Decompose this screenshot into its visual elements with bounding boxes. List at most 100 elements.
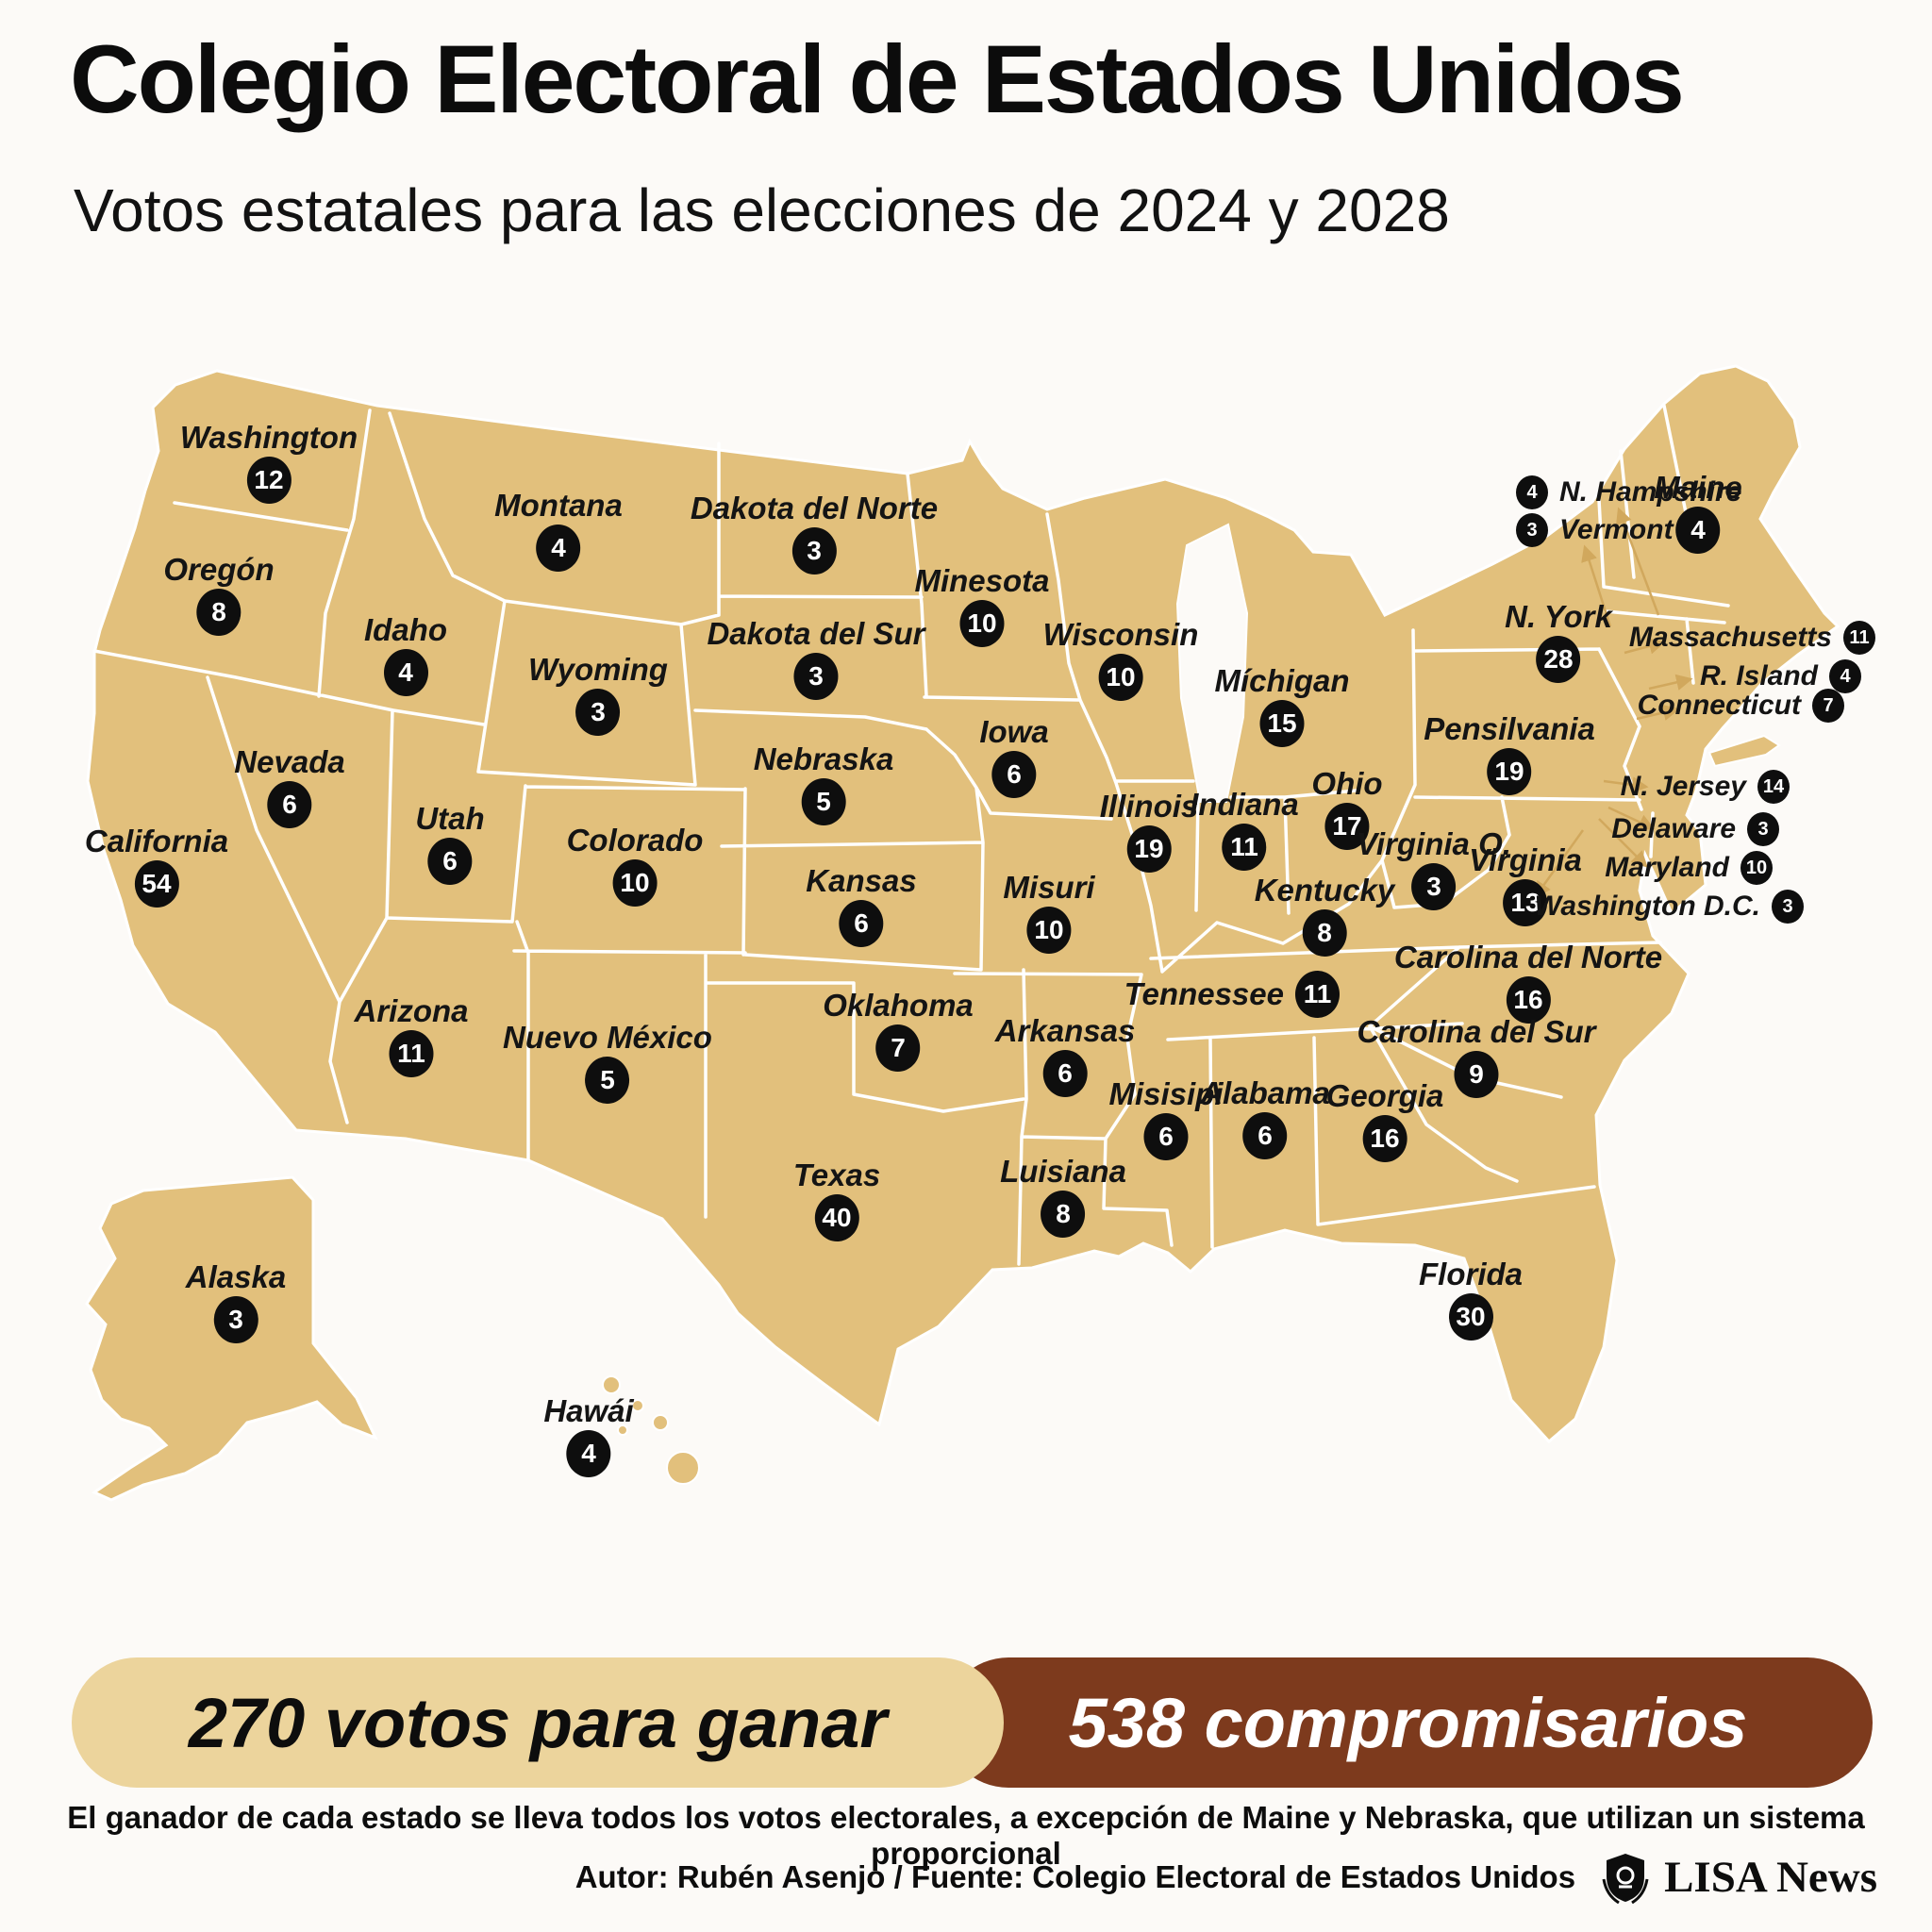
state-arizona: Arizona 11 <box>354 993 469 1077</box>
electoral-votes-badge: 4 <box>1516 475 1548 509</box>
state-name: Nevada <box>234 744 345 779</box>
electoral-votes-badge: 3 <box>1747 812 1779 846</box>
state-tennessee: Tennessee 11 <box>1124 971 1340 1018</box>
state-name: R. Island <box>1699 660 1818 691</box>
state-name: Connecticut <box>1637 690 1801 721</box>
state-name: Georgia <box>1325 1078 1444 1113</box>
electoral-votes-badge: 40 <box>814 1194 859 1241</box>
state-name: Washington D.C. <box>1534 891 1760 922</box>
electoral-votes-badge: 4 <box>1675 507 1721 554</box>
state-indiana: Indiana 11 <box>1190 789 1299 871</box>
state-name: Ohio <box>1311 766 1383 801</box>
state-name: Delaware <box>1611 813 1736 844</box>
state-wyoming: Wyoming 3 <box>528 654 668 736</box>
callout-arrow <box>1636 704 1680 721</box>
state-name: Arkansas <box>994 1013 1136 1048</box>
total-electors-label: 538 compromisarios <box>1068 1683 1748 1762</box>
state-arkansas: Arkansas 6 <box>994 1013 1136 1097</box>
callout-arrow <box>1624 638 1666 655</box>
state-name: Nebraska <box>753 741 894 776</box>
state-virginia-o-: Virginia O. 3 <box>1357 828 1511 910</box>
long-island <box>1707 734 1781 768</box>
electoral-votes-badge: 17 <box>1324 803 1370 850</box>
state-maine: Maine 4 <box>1654 472 1742 554</box>
state-name: Alaska <box>185 1259 287 1294</box>
electoral-votes-badge: 8 <box>1041 1191 1086 1238</box>
state-colorado: Colorado 10 <box>566 823 704 907</box>
electoral-votes-badge: 10 <box>1026 907 1072 954</box>
state-nebraska: Nebraska 5 <box>753 741 894 825</box>
state-utah: Utah 6 <box>415 801 485 885</box>
electoral-votes-badge: 3 <box>213 1296 258 1343</box>
callout-arrow <box>1603 776 1649 793</box>
callout-arrow <box>1534 829 1585 899</box>
state-name: California <box>84 824 229 858</box>
electoral-votes-badge: 5 <box>585 1057 630 1104</box>
state-montana: Montana 4 <box>494 490 623 572</box>
state-name: Oklahoma <box>823 988 974 1023</box>
state-n-jersey: N. Jersey 14 <box>1621 770 1790 804</box>
state-kentucky: Kentucky 8 <box>1255 874 1394 957</box>
callout-arrow <box>1616 507 1660 616</box>
electoral-votes-badge: 15 <box>1259 700 1305 747</box>
electoral-votes-badge: 7 <box>1812 689 1844 723</box>
state-ohio: Ohio 17 <box>1311 766 1383 850</box>
state-name: Dakota del Norte <box>690 491 939 525</box>
state-misuri: Misuri 10 <box>1003 872 1095 954</box>
state-massachusetts: Massachusetts 11 <box>1629 621 1875 655</box>
state-name: Míchigan <box>1214 663 1350 698</box>
state-kansas: Kansas 6 <box>806 863 917 947</box>
electoral-votes-badge: 28 <box>1536 636 1581 683</box>
state-name: Pensilvania <box>1424 711 1595 746</box>
state-name: Utah <box>415 801 485 836</box>
state-illinois: Illinois 19 <box>1099 789 1199 873</box>
state-name: N. Jersey <box>1620 771 1746 802</box>
author-source-credit: Autor: Rubén Asenjo / Fuente: Colegio El… <box>575 1859 1576 1894</box>
electoral-votes-badge: 30 <box>1448 1293 1493 1341</box>
state-name: Carolina del Sur <box>1357 1014 1596 1049</box>
state-misisipi: Misisipi 6 <box>1108 1078 1224 1160</box>
electoral-votes-badge: 3 <box>1772 890 1804 924</box>
electoral-votes-badge: 13 <box>1503 879 1548 926</box>
state-washington-d-c-: Washington D.C. 3 <box>1535 890 1804 924</box>
state-name: Texas <box>792 1158 881 1192</box>
electoral-votes-badge: 19 <box>1487 748 1532 795</box>
state-luisiana: Luisiana 8 <box>1000 1156 1126 1238</box>
lisa-news-crest-icon <box>1602 1854 1649 1904</box>
electoral-votes-badge: 3 <box>791 527 837 575</box>
state-name: Washington <box>179 420 358 455</box>
electoral-votes-badge: 10 <box>959 600 1005 647</box>
state-dakota-del-sur: Dakota del Sur 3 <box>707 616 925 700</box>
electoral-votes-badge: 3 <box>1411 863 1457 910</box>
electoral-votes-badge: 10 <box>1740 851 1773 885</box>
state-name: Illinois <box>1099 789 1199 824</box>
state-name: Tennessee <box>1124 976 1284 1011</box>
electoral-votes-badge: 4 <box>566 1430 611 1477</box>
electoral-votes-badge: 16 <box>1362 1115 1407 1162</box>
electoral-votes-badge: 9 <box>1454 1051 1499 1098</box>
state-name: Luisiana <box>1000 1154 1126 1189</box>
state-connecticut: Connecticut 7 <box>1638 689 1844 723</box>
electoral-votes-badge: 11 <box>1222 824 1267 871</box>
state-name: Kansas <box>806 863 917 898</box>
footnote: El ganador de cada estado se lleva todos… <box>67 1800 1865 1871</box>
state-florida: Florida 30 <box>1419 1258 1523 1341</box>
callout-arrow <box>1581 544 1612 627</box>
electoral-votes-badge: 4 <box>1829 659 1861 693</box>
state-georgia: Georgia 16 <box>1325 1078 1444 1162</box>
continental-us-shape <box>86 364 1840 1444</box>
state-carolina-del-sur: Carolina del Sur 9 <box>1357 1014 1596 1098</box>
state-name: Dakota del Sur <box>707 616 925 651</box>
state-name: Minesota <box>914 563 1050 598</box>
state-r-island: R. Island 4 <box>1700 659 1861 693</box>
state-idaho: Idaho 4 <box>364 614 447 696</box>
state-name: Colorado <box>566 823 704 858</box>
callout-arrow <box>1648 674 1693 691</box>
state-name: Maine <box>1654 470 1742 505</box>
callout-arrow <box>1598 818 1648 868</box>
state-name: Massachusetts <box>1628 622 1832 653</box>
state-name: Arizona <box>354 993 469 1028</box>
electoral-votes-badge: 54 <box>134 860 179 908</box>
electoral-votes-badge: 12 <box>246 457 291 504</box>
